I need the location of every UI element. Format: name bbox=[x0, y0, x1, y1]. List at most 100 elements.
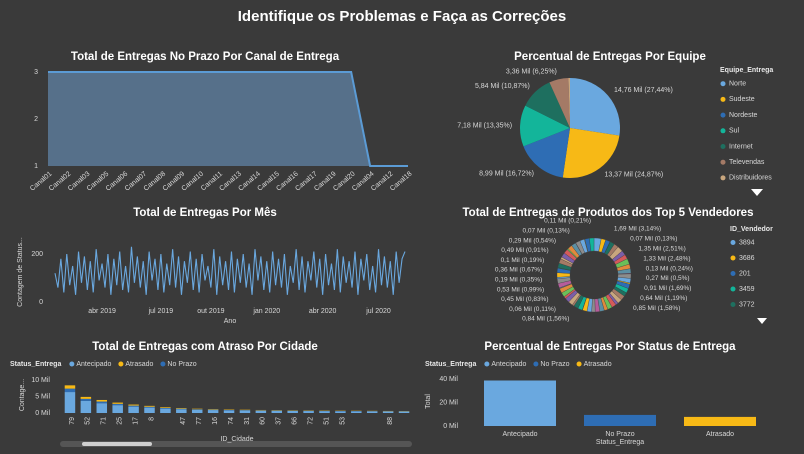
x-tick-label: 60 bbox=[260, 417, 267, 425]
x-tick-label: 79 bbox=[69, 417, 76, 425]
bar-segment bbox=[112, 405, 123, 413]
data-label: 0,45 Mil (0,83%) bbox=[501, 296, 548, 303]
bar-segment bbox=[96, 401, 108, 404]
x-tick-label: out 2019 bbox=[197, 308, 224, 315]
bar-segment bbox=[191, 408, 203, 410]
y-axis-label: Total bbox=[425, 394, 432, 409]
area bbox=[48, 72, 408, 166]
legend-marker bbox=[730, 255, 736, 261]
y-tick-label: 3 bbox=[34, 69, 38, 76]
slice bbox=[570, 78, 620, 136]
bar-segment bbox=[239, 410, 251, 413]
legend-label: 3686 bbox=[739, 255, 755, 262]
bar-segment bbox=[176, 408, 187, 410]
bar-segment bbox=[176, 409, 187, 413]
bar-segment bbox=[80, 396, 92, 399]
bar-segment bbox=[382, 411, 394, 413]
bar-segment bbox=[144, 407, 155, 413]
legend-label: 3894 bbox=[739, 239, 755, 246]
y-axis-label: Contage... bbox=[19, 379, 26, 411]
data-label: 8,99 Mil (16,72%) bbox=[479, 170, 534, 177]
chart-title: Percentual de Entregas Por Equipe bbox=[514, 51, 706, 63]
x-tick-label: 37 bbox=[276, 417, 283, 425]
bar-segment bbox=[96, 399, 108, 402]
legend-label: Distribuidores bbox=[729, 175, 772, 182]
x-tick-label: 71 bbox=[101, 417, 108, 425]
x-tick-label: 16 bbox=[212, 417, 219, 425]
legend-marker bbox=[730, 302, 736, 307]
y-tick-label: 10 Mil bbox=[31, 377, 50, 384]
bar-segment bbox=[255, 410, 267, 413]
data-label: 0,64 Mil (1,19%) bbox=[640, 295, 687, 302]
chart-title: Percentual de Entregas Por Status de Ent… bbox=[484, 341, 736, 353]
legend-marker bbox=[730, 286, 736, 292]
x-axis-label: Ano bbox=[224, 318, 237, 325]
legend-marker bbox=[576, 361, 582, 367]
x-tick-label: abr 2020 bbox=[309, 308, 337, 315]
slice bbox=[589, 237, 595, 252]
bar bbox=[484, 380, 556, 426]
legend-marker bbox=[720, 81, 726, 87]
bar-segment bbox=[335, 411, 346, 413]
legend-label: Norte bbox=[729, 81, 746, 88]
legend-label: Nordeste bbox=[729, 112, 758, 119]
legend-label: No Prazo bbox=[540, 361, 569, 368]
data-label: 1,33 Mil (2,48%) bbox=[643, 255, 690, 262]
legend-marker bbox=[118, 361, 124, 367]
legend-marker bbox=[720, 112, 726, 118]
legend-label: 3459 bbox=[739, 286, 755, 293]
legend-label: Internet bbox=[729, 143, 753, 150]
legend-scroll[interactable] bbox=[757, 318, 767, 324]
x-tick-label: Atrasado bbox=[706, 431, 734, 438]
legend-title: Status_Entrega bbox=[425, 361, 476, 368]
bar bbox=[684, 416, 756, 426]
bar-segment bbox=[64, 392, 76, 413]
data-label: 0,84 Mil (1,56%) bbox=[522, 316, 569, 323]
data-label: 3,36 Mil (6,25%) bbox=[506, 68, 557, 75]
data-label: 0,53 Mil (0,99%) bbox=[497, 286, 544, 293]
data-label: 0,85 Mil (1,58%) bbox=[633, 305, 680, 312]
scroll-thumb[interactable] bbox=[82, 442, 152, 446]
x-tick-label: jan 2020 bbox=[252, 308, 280, 315]
y-tick-label: 20 Mil bbox=[439, 400, 458, 407]
legend-marker bbox=[730, 240, 736, 245]
bar-segment bbox=[160, 408, 171, 413]
y-tick-label: 5 Mil bbox=[35, 393, 50, 400]
x-tick-label: 52 bbox=[85, 417, 92, 425]
x-tick-label: 88 bbox=[387, 417, 394, 425]
bar-segment bbox=[366, 411, 378, 413]
legend-label: 201 bbox=[739, 270, 751, 277]
data-label: 5,84 Mil (10,87%) bbox=[475, 83, 530, 90]
bar-segment bbox=[271, 410, 283, 413]
bar-segment bbox=[144, 406, 155, 408]
bar-segment bbox=[128, 404, 139, 406]
bar-segment bbox=[112, 402, 123, 404]
data-label: 1,69 Mil (3,14%) bbox=[614, 226, 661, 233]
x-tick-label: 31 bbox=[244, 417, 251, 425]
bar-segment bbox=[287, 410, 298, 413]
chart-title: Total de Entregas com Atraso Por Cidade bbox=[92, 341, 318, 353]
data-label: 14,76 Mil (27,44%) bbox=[614, 87, 673, 94]
data-label: 0,27 Mil (0,5%) bbox=[646, 275, 690, 282]
legend-label: Atrasado bbox=[125, 361, 153, 368]
bar-segment bbox=[64, 388, 76, 393]
legend-scroll[interactable] bbox=[751, 189, 763, 196]
legend-label: Sudeste bbox=[729, 96, 755, 103]
legend-marker bbox=[720, 128, 726, 134]
x-tick-label: 25 bbox=[117, 417, 124, 425]
bar-segment bbox=[96, 403, 108, 413]
bar-segment bbox=[176, 408, 187, 409]
bar-segment bbox=[351, 411, 362, 413]
data-label: 0,29 Mil (0,54%) bbox=[509, 237, 556, 244]
bar-segment bbox=[128, 405, 139, 407]
legend-label: Atrasado bbox=[584, 361, 612, 368]
data-label: 7,18 Mil (13,35%) bbox=[457, 122, 512, 129]
legend-marker bbox=[730, 271, 736, 276]
bar-segment bbox=[191, 409, 203, 410]
line bbox=[54, 246, 406, 295]
bar-segment bbox=[80, 398, 92, 401]
y-tick-label: 2 bbox=[34, 116, 38, 123]
bar-segment bbox=[319, 411, 330, 413]
slice bbox=[562, 128, 620, 179]
